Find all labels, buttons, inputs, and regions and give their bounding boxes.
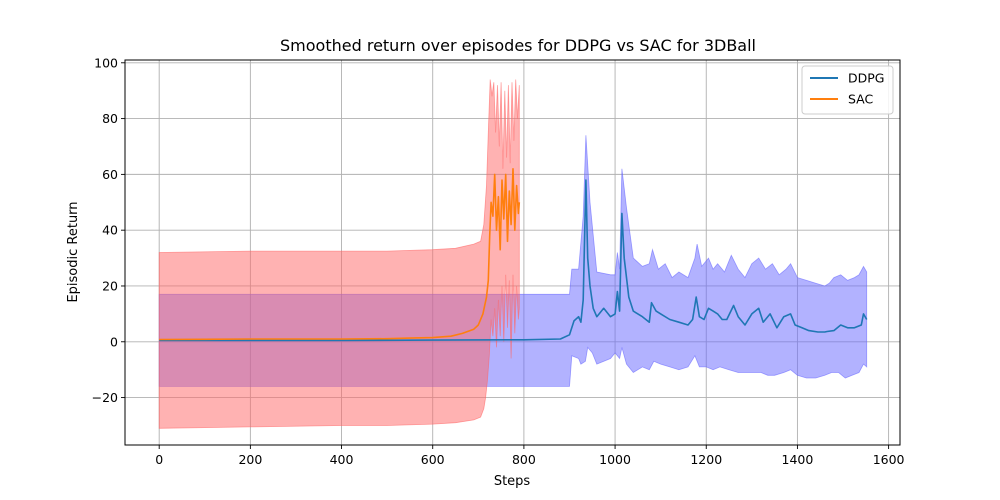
y-axis-label: Episodic Return (66, 201, 81, 302)
legend-label-sac: SAC (848, 92, 873, 107)
series-lines (159, 168, 868, 342)
x-tick-label: 0 (155, 452, 163, 467)
y-tick-label: −20 (92, 390, 118, 405)
x-tick-label: 1600 (873, 452, 905, 467)
series-line-sac (159, 168, 521, 341)
y-tick-label: 100 (94, 55, 118, 70)
y-tick-label: 80 (102, 111, 118, 126)
chart-title: Smoothed return over episodes for DDPG v… (280, 36, 756, 55)
y-tick-label: 0 (110, 334, 118, 349)
x-tick-label: 1200 (690, 452, 722, 467)
x-tick-label: 600 (421, 452, 445, 467)
series-line-ddpg (159, 179, 868, 342)
axis-ticks: 0 200 400 600 800 1000 1200 1400 1600 −20 0 20 40 60 8… (92, 55, 905, 467)
legend: DDPG SAC (801, 65, 894, 115)
plot-frame (124, 59, 901, 446)
legend-label-ddpg: DDPG (848, 71, 884, 86)
x-tick-label: 800 (512, 452, 536, 467)
y-tick-label: 40 (102, 223, 118, 238)
x-axis-label: Steps (494, 474, 531, 489)
x-tick-label: 200 (238, 452, 262, 467)
x-tick-label: 400 (330, 452, 354, 467)
y-tick-label: 20 (102, 278, 118, 293)
x-tick-label: 1400 (782, 452, 814, 467)
x-tick-label: 1000 (599, 452, 631, 467)
y-tick-label: 60 (102, 167, 118, 182)
